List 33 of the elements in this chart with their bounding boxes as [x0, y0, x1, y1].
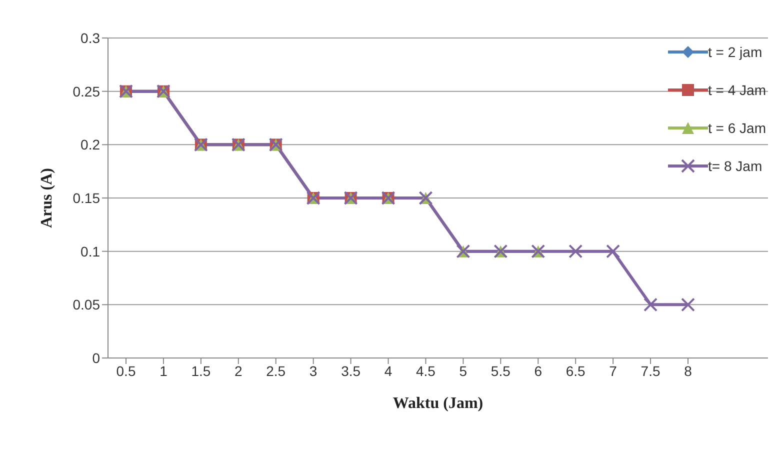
x-tick-label: 1.5 — [191, 362, 211, 379]
legend-label: t = 6 Jam — [708, 120, 766, 136]
x-tick-label: 3 — [309, 362, 318, 379]
legend-label: t= 8 Jam — [708, 158, 762, 174]
y-tick-label: 0.05 — [72, 296, 100, 313]
x-tick-label: 5 — [459, 362, 468, 379]
x-tick-label: 0.5 — [116, 362, 136, 379]
x-axis-title: Waktu (Jam) — [392, 395, 484, 412]
y-tick-label: 0.2 — [80, 136, 100, 153]
x-tick-label: 1 — [160, 362, 168, 379]
y-tick-label: 0.1 — [80, 243, 100, 260]
legend-label: t = 4 Jam — [708, 82, 766, 98]
x-tick-label: 4 — [384, 362, 392, 379]
x-tick-label: 2.5 — [266, 362, 286, 379]
x-tick-label: 5.5 — [490, 362, 511, 379]
x-tick-label: 8 — [684, 362, 692, 379]
y-tick-label: 0.3 — [80, 30, 100, 46]
x-tick-label: 3.5 — [341, 362, 361, 379]
x-tick-label: 7.5 — [640, 362, 660, 379]
y-axis-title: Arus (A) — [38, 168, 56, 228]
point — [681, 298, 695, 312]
y-tick-label: 0 — [92, 350, 100, 366]
x-tick-label: 4.5 — [416, 362, 436, 379]
x-tick-label: 6.5 — [566, 362, 586, 379]
x-tick-label: 7 — [609, 362, 618, 379]
y-tick-label: 0.25 — [72, 83, 100, 100]
x-tick-label: 2 — [234, 362, 242, 379]
legend-label: t = 2 jam — [708, 44, 762, 60]
point — [644, 298, 658, 312]
point — [568, 244, 583, 258]
x-tick-label: 6 — [534, 362, 542, 379]
point — [606, 244, 620, 258]
y-tick-label: 0.15 — [72, 190, 100, 206]
